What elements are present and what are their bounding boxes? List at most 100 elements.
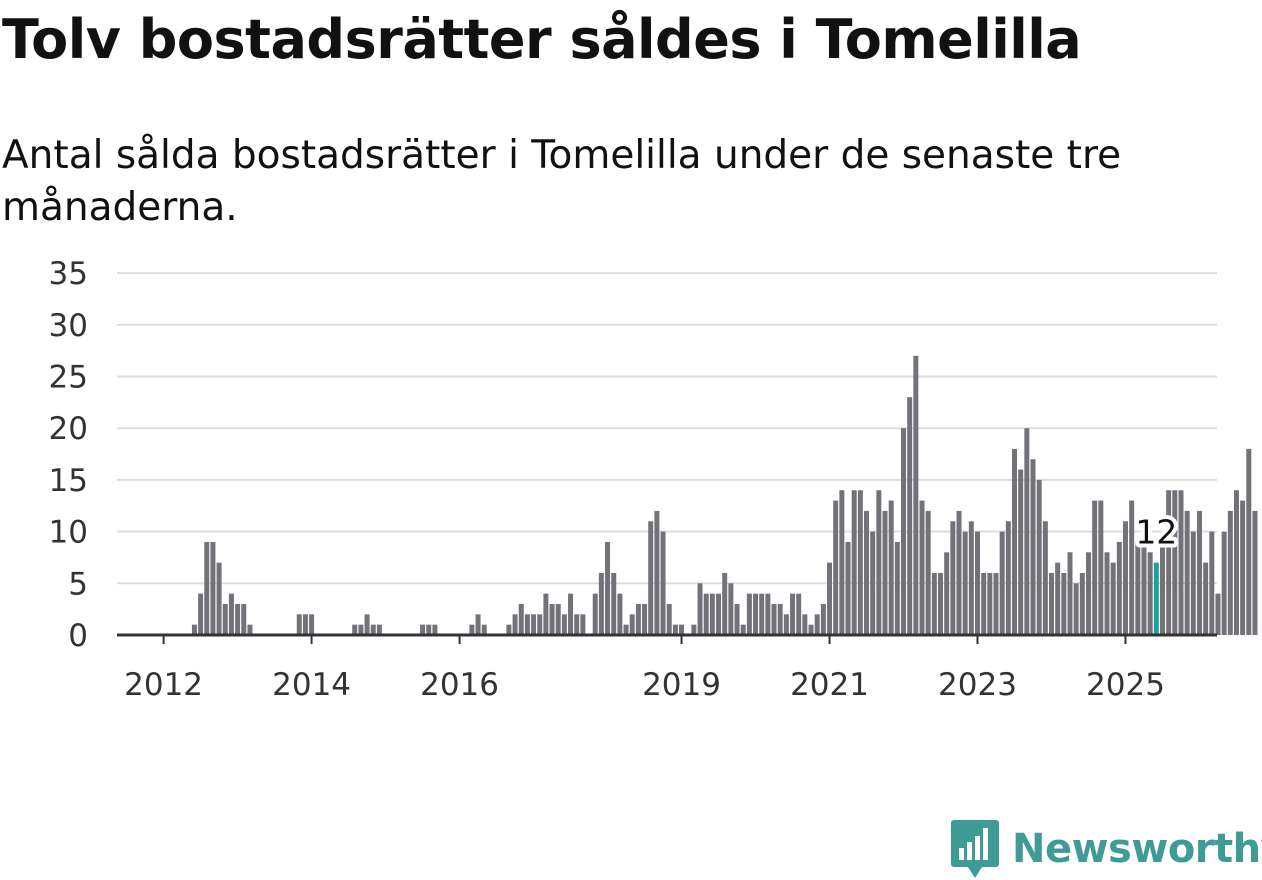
- bar: [1159, 541, 1165, 635]
- bar: [1067, 552, 1073, 635]
- bar: [241, 603, 247, 635]
- x-tick-label: 2014: [272, 667, 351, 703]
- bar: [1116, 541, 1122, 635]
- bar: [691, 624, 697, 635]
- bar: [1209, 531, 1215, 635]
- bar: [888, 500, 894, 635]
- bar: [1129, 500, 1135, 635]
- bar: [376, 624, 382, 635]
- bar: [1190, 531, 1196, 635]
- bar: [506, 624, 512, 635]
- newsworthy-logo[interactable]: Newsworthy: [950, 818, 1262, 880]
- bar: [370, 624, 376, 635]
- bar: [907, 397, 913, 635]
- bar: [1018, 469, 1024, 635]
- chart-subtitle: Antal sålda bostadsrätter i Tomelilla un…: [2, 133, 1122, 230]
- bar: [728, 583, 734, 635]
- bar: [420, 624, 426, 635]
- bar: [919, 500, 925, 635]
- bar: [851, 490, 857, 635]
- bar: [944, 552, 950, 635]
- bar: [962, 531, 968, 635]
- bar: [210, 541, 216, 635]
- bar: [561, 614, 567, 635]
- bar: [592, 593, 598, 635]
- bar: [302, 614, 308, 635]
- bar: [697, 583, 703, 635]
- brand-name: Newsworthy: [1012, 826, 1262, 872]
- bar: [790, 593, 796, 635]
- bar: [833, 500, 839, 635]
- bar: [1042, 521, 1048, 635]
- bar: [309, 614, 315, 635]
- bar: [1030, 459, 1036, 635]
- bar: [1147, 552, 1153, 635]
- bar: [1005, 521, 1011, 635]
- bar: [198, 593, 204, 635]
- bar: [857, 490, 863, 635]
- bar: [1246, 448, 1252, 635]
- bar: [845, 541, 851, 635]
- y-tick-label: 35: [49, 256, 88, 292]
- bar: [722, 572, 728, 635]
- y-tick-label: 0: [68, 618, 88, 654]
- bar: [216, 562, 222, 635]
- y-tick-label: 5: [68, 566, 88, 602]
- x-tick-label: 2025: [1086, 667, 1165, 703]
- bar: [1215, 593, 1221, 635]
- bar: [358, 624, 364, 635]
- bar: [968, 521, 974, 635]
- bar: [901, 428, 907, 635]
- bar: [426, 624, 432, 635]
- y-tick-label: 30: [49, 308, 88, 344]
- bar: [1036, 479, 1042, 635]
- x-tick-label: 2023: [938, 667, 1017, 703]
- x-tick-label: 2016: [420, 667, 499, 703]
- bar: [820, 603, 826, 635]
- bar: [894, 541, 900, 635]
- bar: [666, 603, 672, 635]
- bar: [543, 593, 549, 635]
- bar: [814, 614, 820, 635]
- bar: [191, 624, 197, 635]
- bar: [654, 510, 660, 635]
- bar: [512, 614, 518, 635]
- bar: [1079, 572, 1085, 635]
- bar: [1055, 562, 1061, 635]
- x-axis-tick-labels: 2012 2014 2016 2019 2021 2023 2025: [124, 635, 1165, 703]
- bar: [1252, 510, 1258, 635]
- y-tick-label: 20: [49, 411, 88, 447]
- bar: [1141, 541, 1147, 635]
- bar: [839, 490, 845, 635]
- annotation: 12: [1131, 509, 1181, 556]
- bar: [598, 572, 604, 635]
- bar: [783, 614, 789, 635]
- bar: [993, 572, 999, 635]
- bar: [228, 593, 234, 635]
- bar: [1227, 510, 1233, 635]
- bar: [1098, 500, 1104, 635]
- bar: [549, 603, 555, 635]
- newsworthy-logo-icon: [951, 820, 999, 878]
- bar: [204, 541, 210, 635]
- bar: [808, 624, 814, 635]
- bar: [931, 572, 937, 635]
- bar: [574, 614, 580, 635]
- bar: [531, 614, 537, 635]
- bar: [1024, 428, 1030, 635]
- bar: [1240, 500, 1246, 635]
- bar: [1166, 490, 1172, 635]
- bar: [1122, 521, 1128, 635]
- bar: [1184, 510, 1190, 635]
- bar: [796, 593, 802, 635]
- bar: [629, 614, 635, 635]
- bar: [827, 562, 833, 635]
- chart-title: Tolv bostadsrätter såldes i Tomelilla: [2, 8, 1082, 71]
- y-axis-tick-labels: 0 5 10 15 20 25 30 35: [49, 256, 88, 654]
- bar: [611, 572, 617, 635]
- bar: [981, 572, 987, 635]
- bar: [235, 603, 241, 635]
- bar: [352, 624, 358, 635]
- bar: [524, 614, 530, 635]
